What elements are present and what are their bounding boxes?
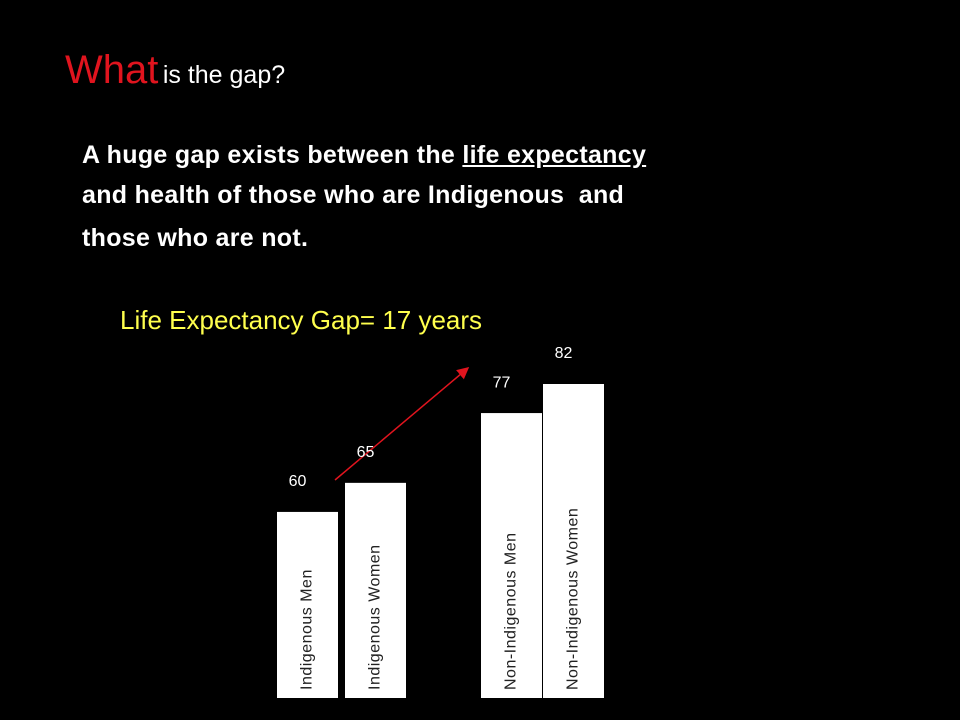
chart-title: Life Expectancy Gap= 17 years: [120, 305, 483, 335]
category-label: Non-Indigenous Women: [565, 508, 582, 690]
heading-emphasis: What: [65, 48, 159, 92]
gap-arrow: [334, 367, 470, 481]
body-underlined: life expectancy: [462, 141, 647, 169]
category-label: Non-Indigenous Men: [503, 532, 520, 690]
value-label: 60: [289, 473, 307, 490]
body-line: and health of those who are Indigenous a…: [82, 181, 625, 209]
bar: [277, 511, 338, 698]
body-text: A huge gap exists between the: [82, 141, 456, 169]
body-line: those who are not.: [82, 224, 309, 252]
value-label: 77: [493, 374, 511, 391]
value-label: 65: [357, 444, 375, 461]
bar: [481, 413, 542, 698]
bar: [345, 482, 406, 698]
heading-rest: is the gap?: [162, 61, 286, 89]
category-label: Indigenous Women: [367, 544, 384, 690]
heading: What is the gap?: [65, 48, 285, 93]
value-label: 82: [555, 345, 573, 362]
bar: [543, 384, 604, 698]
category-label: Indigenous Men: [299, 569, 316, 690]
body-line: A huge gap exists between the life expec…: [82, 141, 646, 170]
